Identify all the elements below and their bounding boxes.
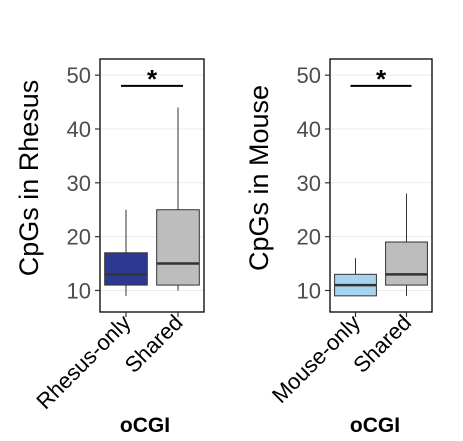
y-axis-title: CpGs in Mouse xyxy=(244,85,274,271)
y-tick-label: 50 xyxy=(67,63,91,88)
box-shared xyxy=(156,107,200,291)
box-mouse-only xyxy=(334,258,377,297)
panel-border xyxy=(99,58,205,313)
y-tick-label: 40 xyxy=(297,117,321,142)
y-tick-label: 20 xyxy=(297,225,321,250)
y-tick-label: 30 xyxy=(67,171,91,196)
y-tick-label: 50 xyxy=(297,63,321,88)
y-axis-title: CpGs in Rhesus xyxy=(14,80,44,277)
x-tick-label: Shared xyxy=(120,310,188,378)
box-iqr xyxy=(385,241,428,286)
box-rhesus-only xyxy=(104,209,148,296)
significance-label: * xyxy=(147,64,158,94)
x-tick-label: Shared xyxy=(348,310,416,378)
x-axis-title: oCGI xyxy=(120,414,170,437)
y-tick-label: 10 xyxy=(297,278,321,303)
box-iqr xyxy=(156,209,200,286)
y-tick-label: 40 xyxy=(67,117,91,142)
panel-border xyxy=(329,58,433,313)
y-tick-label: 30 xyxy=(297,171,321,196)
box-iqr xyxy=(104,252,148,286)
box-shared xyxy=(385,193,428,296)
significance-label: * xyxy=(376,64,387,94)
y-tick-label: 10 xyxy=(67,278,91,303)
x-tick-label: Rhesus-only xyxy=(31,310,135,414)
x-axis-title: oCGI xyxy=(350,414,400,437)
y-tick-label: 20 xyxy=(67,225,91,250)
